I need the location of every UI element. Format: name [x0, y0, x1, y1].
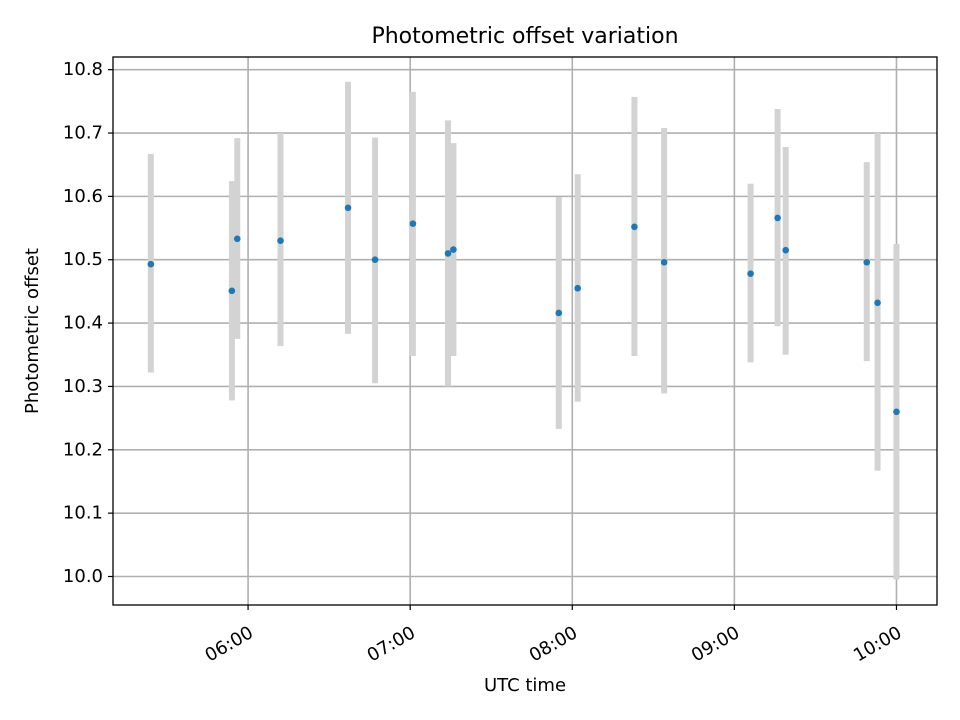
data-point	[782, 246, 790, 254]
x-axis-label: UTC time	[484, 675, 566, 696]
data-point	[147, 260, 155, 268]
plot-frame	[112, 56, 938, 606]
data-point	[863, 258, 871, 266]
y-tick-label: 10.6	[63, 186, 103, 207]
y-tick-label: 10.8	[63, 59, 103, 80]
data-point	[344, 204, 352, 212]
y-tick-label: 10.4	[63, 313, 103, 334]
y-axis-label: Photometric offset	[22, 248, 43, 414]
data-point	[444, 250, 452, 257]
data-point	[277, 237, 284, 245]
y-axis: 10.0 10.1 10.2 10.3 10.4 10.5 10.6 10.7 10.8	[63, 59, 113, 587]
data-point	[631, 223, 638, 231]
data-point	[371, 256, 379, 264]
data-points	[147, 204, 900, 416]
data-point	[450, 246, 457, 253]
y-tick-label: 10.2	[63, 439, 103, 460]
y-tick-label: 10.1	[63, 503, 103, 524]
data-point	[409, 220, 417, 227]
data-point	[555, 309, 563, 317]
y-tick-label: 10.0	[63, 566, 103, 587]
data-point	[747, 270, 754, 277]
data-point	[893, 408, 900, 416]
data-point	[574, 284, 581, 292]
y-tick-label: 10.3	[63, 376, 103, 397]
chart-title: Photometric offset variation	[371, 24, 678, 49]
data-point	[228, 287, 236, 295]
data-point	[774, 214, 781, 222]
data-point	[233, 235, 241, 243]
y-tick-label: 10.7	[63, 123, 103, 144]
data-point	[660, 258, 668, 266]
data-point	[874, 299, 881, 307]
y-tick-label: 10.5	[63, 249, 103, 270]
